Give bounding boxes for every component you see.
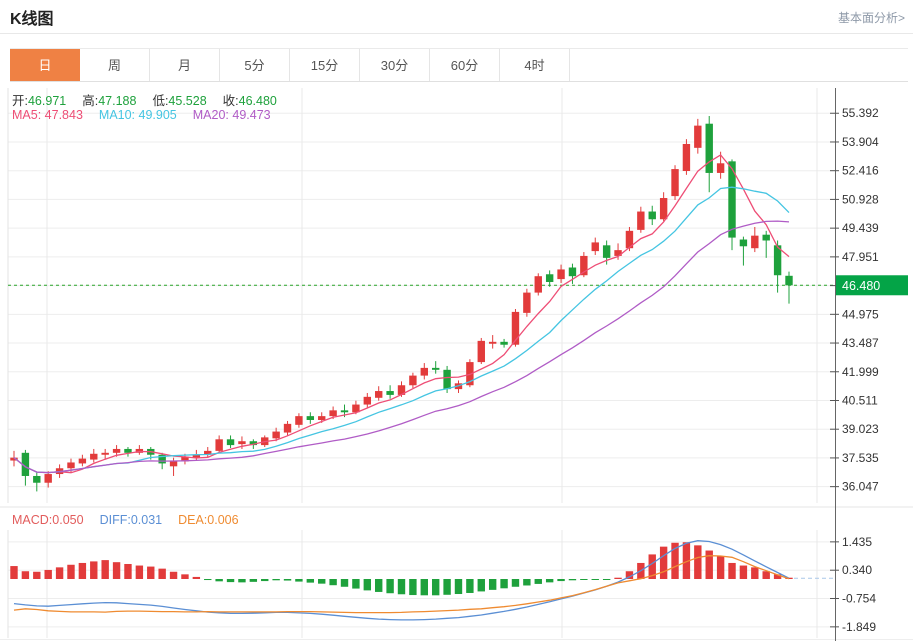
svg-text:1.435: 1.435 (842, 535, 872, 549)
ma5-legend: MA5: 47.843 (12, 108, 83, 122)
page-title: K线图 (10, 11, 54, 28)
svg-text:-1.849: -1.849 (842, 620, 876, 634)
tab-day[interactable]: 日 (10, 49, 80, 81)
svg-text:47.951: 47.951 (842, 250, 879, 264)
close-label: 收: (222, 94, 239, 108)
macd-value-legend: MACD:0.050 (12, 513, 84, 527)
svg-text:52.416: 52.416 (842, 164, 879, 178)
low-value: 45.528 (168, 94, 207, 108)
svg-text:43.487: 43.487 (842, 336, 879, 350)
svg-text:44.975: 44.975 (842, 307, 879, 321)
interval-tabbar: 日 周 月 5分 15分 30分 60分 4时 (10, 48, 908, 82)
tab-month[interactable]: 月 (150, 49, 220, 81)
svg-text:0.340: 0.340 (842, 563, 872, 577)
tab-5min[interactable]: 5分 (220, 49, 290, 81)
svg-text:36.047: 36.047 (842, 480, 879, 494)
page-header: K线图 基本面分析> (0, 0, 913, 34)
ma20-legend: MA20: 49.473 (192, 108, 271, 122)
svg-text:39.023: 39.023 (842, 422, 879, 436)
high-label: 高: (82, 94, 99, 108)
tab-4hour[interactable]: 4时 (500, 49, 570, 81)
svg-text:50.928: 50.928 (842, 192, 879, 206)
dea-value-legend: DEA:0.006 (178, 513, 239, 527)
low-label: 低: (152, 94, 169, 108)
svg-text:53.904: 53.904 (842, 135, 879, 149)
macd-legend: MACD:0.050 DIFF:0.031 DEA:0.006 (12, 513, 255, 527)
ma10-legend: MA10: 49.905 (98, 108, 177, 122)
open-label: 开: (12, 94, 28, 108)
tab-15min[interactable]: 15分 (290, 49, 360, 81)
current-price-badge: 46.480 (842, 279, 880, 293)
open-value: 46.971 (27, 94, 67, 108)
ohlc-legend: 开:46.971 高:47.188 低:45.528 收:46.480 (12, 90, 277, 109)
svg-text:55.392: 55.392 (842, 106, 879, 120)
svg-text:49.439: 49.439 (842, 221, 879, 235)
svg-text:-0.754: -0.754 (842, 592, 876, 606)
diff-value-legend: DIFF:0.031 (99, 513, 163, 527)
high-value: 47.188 (98, 94, 137, 108)
ma-legend: MA5: 47.843 MA10: 49.905 MA20: 49.473 (12, 108, 287, 122)
tab-week[interactable]: 周 (80, 49, 150, 81)
tab-30min[interactable]: 30分 (360, 49, 430, 81)
svg-text:41.999: 41.999 (842, 365, 879, 379)
tab-60min[interactable]: 60分 (430, 49, 500, 81)
fundamental-analysis-link[interactable]: 基本面分析> (837, 11, 905, 25)
close-value: 46.480 (238, 94, 277, 108)
svg-text:37.535: 37.535 (842, 451, 879, 465)
svg-text:40.511: 40.511 (842, 393, 878, 407)
